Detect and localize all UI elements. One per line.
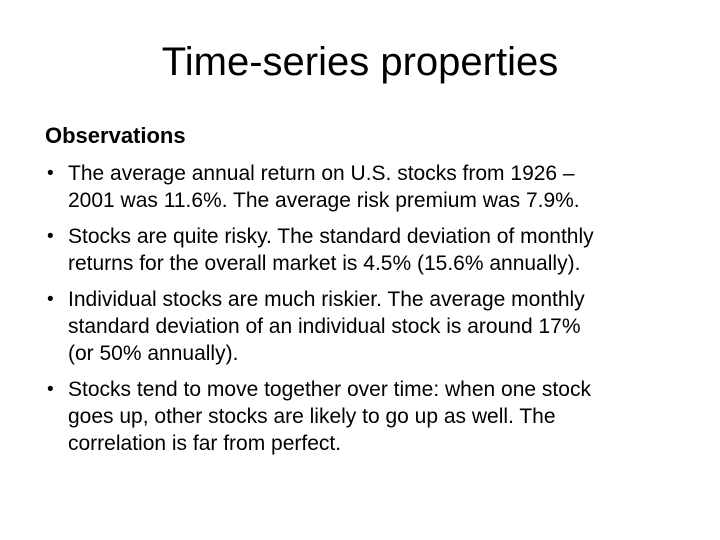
bullet-icon: •	[47, 289, 54, 310]
bullet-list: • The average annual return on U.S. stoc…	[45, 160, 690, 457]
bullet-icon: •	[47, 226, 54, 247]
bullet-text: The average annual return on U.S. stocks…	[68, 162, 580, 212]
slide-title: Time-series properties	[161, 40, 559, 84]
bullet-text: Stocks tend to move together over time: …	[68, 378, 591, 455]
bullet-text: Stocks are quite risky. The standard dev…	[68, 225, 594, 275]
body-heading: Observations	[45, 123, 186, 148]
bullet-text: Individual stocks are much riskier. The …	[68, 288, 585, 365]
list-item: • Stocks tend to move together over time…	[45, 376, 690, 457]
bullet-icon: •	[47, 163, 54, 184]
list-item: • Stocks are quite risky. The standard d…	[45, 223, 690, 277]
list-item: • The average annual return on U.S. stoc…	[45, 160, 690, 214]
slide-body: Observations • The average annual return…	[45, 122, 690, 457]
list-item: • Individual stocks are much riskier. Th…	[45, 286, 690, 367]
bullet-icon: •	[47, 379, 54, 400]
